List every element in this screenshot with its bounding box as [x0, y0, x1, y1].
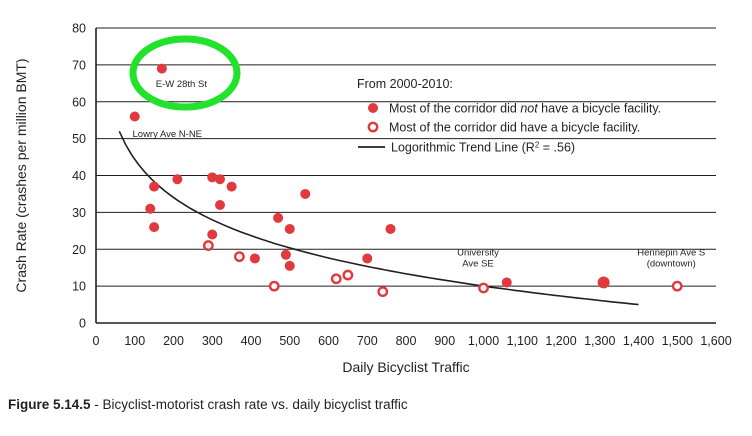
legend-label-no-facility: Most of the corridor did not have a bicy…: [389, 102, 661, 116]
annotation-hennepin-line: Hennepin Ave S: [637, 247, 705, 258]
x-tick-label: 1,000: [468, 334, 499, 348]
data-point-no-facility: [149, 222, 160, 233]
data-point-no-facility: [273, 212, 284, 223]
data-point-no-facility: [129, 111, 140, 122]
annotation-university-line: University: [457, 247, 499, 258]
legend-marker-hollow: [367, 121, 379, 133]
y-tick-label: 80: [72, 22, 86, 36]
data-point-with-facility: [377, 286, 389, 298]
figure-caption: Figure 5.14.5 - Bicyclist-motorist crash…: [8, 397, 408, 412]
x-tick-label: 1,500: [662, 334, 693, 348]
data-point-no-facility: [362, 253, 373, 264]
data-point-no-facility: [284, 223, 295, 234]
y-tick-label: 0: [79, 317, 86, 331]
data-point-with-facility: [233, 251, 245, 263]
x-tick-label: 1,400: [623, 334, 654, 348]
x-tick-label: 1,200: [545, 334, 576, 348]
x-tick-label: 1,100: [507, 334, 538, 348]
legend-label-trend: Logorithmic Trend Line (R2 = .56): [391, 140, 575, 155]
y-tick-label: 50: [72, 132, 86, 146]
data-point-no-facility: [300, 188, 311, 199]
y-tick-label: 60: [72, 95, 86, 109]
legend-label-with-facility: Most of the corridor did have a bicycle …: [389, 121, 640, 135]
data-point-no-facility: [145, 203, 156, 214]
trend-line: [118, 130, 639, 306]
data-point-no-facility: [215, 174, 225, 185]
data-point-no-facility: [284, 260, 295, 271]
y-tick-label: 20: [72, 243, 86, 257]
figure-number: Figure 5.14.5: [8, 397, 91, 412]
annotation-lowry: Lowry Ave N-NE: [133, 129, 203, 140]
data-point-no-facility: [501, 277, 512, 288]
data-point-with-facility: [478, 282, 489, 294]
data-point-with-facility: [202, 240, 214, 251]
y-axis-title: Crash Rate (crashes per million BMT): [13, 58, 29, 292]
data-point-no-facility: [207, 229, 218, 240]
x-tick-label: 700: [357, 334, 378, 348]
data-point-no-facility: [280, 249, 291, 260]
y-tick-label: 30: [72, 206, 86, 220]
y-tick-label: 10: [72, 280, 86, 294]
x-tick-label: 100: [124, 334, 145, 348]
y-tick-label: 70: [72, 58, 86, 72]
data-point-with-facility: [268, 280, 280, 292]
legend-marker-filled: [368, 103, 378, 113]
data-point-no-facility: [215, 200, 225, 210]
x-tick-label: 400: [241, 334, 262, 348]
x-tick-label: 300: [202, 334, 223, 348]
annotation-hennepin-line: (downtown): [647, 258, 696, 269]
data-point-with-facility: [342, 269, 354, 281]
x-tick-label: 0: [93, 334, 100, 348]
data-point-no-facility: [149, 181, 160, 192]
y-tick-label: 40: [72, 169, 86, 183]
annotation-university-line: Ave SE: [462, 258, 494, 269]
data-point-no-facility: [172, 174, 183, 185]
x-tick-label: 500: [279, 334, 300, 348]
x-tick-label: 1,600: [700, 334, 731, 348]
x-tick-label: 1,300: [584, 334, 615, 348]
legend-heading: From 2000-2010:: [357, 77, 453, 91]
figure-caption-text: - Bicyclist-motorist crash rate vs. dail…: [90, 397, 408, 412]
data-point-no-facility: [156, 63, 167, 74]
data-point-no-facility: [207, 172, 218, 183]
x-tick-label: 200: [163, 334, 184, 348]
x-tick-label: 800: [396, 334, 417, 348]
data-point-no-facility: [226, 181, 237, 192]
x-tick-label: 600: [318, 334, 339, 348]
data-point-no-facility: [597, 276, 610, 289]
x-axis-title: Daily Bicyclist Traffic: [342, 359, 469, 375]
highlight-circle: [129, 35, 241, 111]
data-point-with-facility: [330, 273, 342, 285]
x-tick-label: 900: [434, 334, 455, 348]
annotation-ew28: E-W 28th St: [156, 79, 208, 90]
data-point-no-facility: [249, 253, 260, 264]
data-point-no-facility: [385, 223, 396, 234]
data-point-with-facility: [671, 280, 683, 292]
